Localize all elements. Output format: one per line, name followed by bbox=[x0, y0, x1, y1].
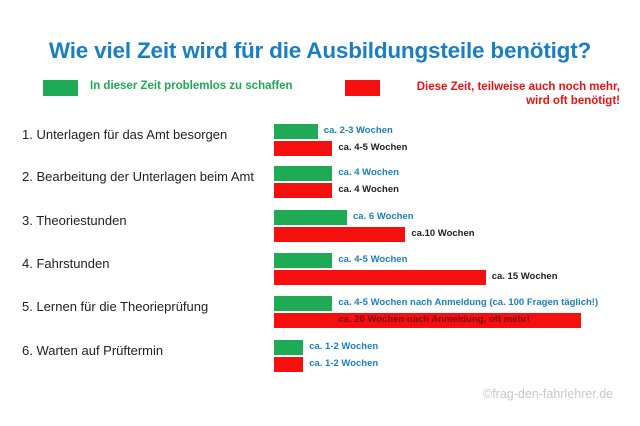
bar-red-label: ca. 1-2 Wochen bbox=[309, 358, 379, 369]
bar-green bbox=[274, 340, 304, 355]
chart-title: Wie viel Zeit wird für die Ausbildungste… bbox=[48, 38, 592, 63]
legend-label-red: Diese Zeit, teilweise auch noch mehr, wir… bbox=[390, 80, 620, 108]
bar-red bbox=[274, 313, 581, 328]
bar-red-label: ca. 4 Wochen bbox=[338, 184, 399, 195]
category-label: 4. Fahrstunden bbox=[22, 256, 110, 271]
bar-green-label: ca. 2-3 Wochen bbox=[323, 125, 393, 136]
bar-red-label: ca. 15 Wochen bbox=[491, 271, 558, 282]
bar-green-label: ca. 4-5 Wochen nach Anmeldung (ca. 100 F… bbox=[338, 297, 599, 308]
bar-red-label: ca. 20 Wochen nach Anmeldung, oft mehr! bbox=[338, 314, 531, 325]
category-label: 2. Bearbeitung der Unterlagen beim Amt bbox=[22, 169, 254, 184]
category-label: 5. Lernen für die Theorieprüfung bbox=[22, 299, 209, 314]
category-label: 1. Unterlagen für das Amt besorgen bbox=[22, 127, 228, 142]
copyright-credit: ©frag-den-fahrlehrer.de bbox=[483, 387, 614, 401]
category-label: 6. Warten auf Prüftermin bbox=[22, 343, 164, 358]
legend-label-green: In dieser Zeit problemlos zu schaffen bbox=[90, 80, 293, 92]
bar-red-label: ca.10 Wochen bbox=[411, 228, 475, 239]
bar-red bbox=[274, 357, 304, 372]
bar-red bbox=[274, 141, 333, 156]
bar-red bbox=[274, 183, 333, 198]
bar-green bbox=[274, 124, 318, 139]
bar-green-label: ca. 4 Wochen bbox=[338, 167, 399, 178]
legend-label-red-text: Diese Zeit, teilweise auch noch mehr, wir… bbox=[416, 81, 620, 107]
bar-green-label: ca. 6 Wochen bbox=[353, 211, 414, 222]
bar-red bbox=[274, 227, 406, 242]
bar-green bbox=[274, 210, 347, 225]
bar-red-label: ca. 4-5 Wochen bbox=[338, 142, 408, 153]
bar-green bbox=[274, 253, 333, 268]
bar-green bbox=[274, 296, 333, 311]
legend-swatch-green bbox=[43, 80, 78, 96]
legend-swatch-red bbox=[345, 80, 380, 96]
category-label: 3. Theoriestunden bbox=[22, 213, 127, 228]
bar-green-label: ca. 4-5 Wochen bbox=[338, 254, 408, 265]
bar-green bbox=[274, 166, 333, 181]
bar-red bbox=[274, 270, 486, 285]
bar-green-label: ca. 1-2 Wochen bbox=[309, 341, 379, 352]
